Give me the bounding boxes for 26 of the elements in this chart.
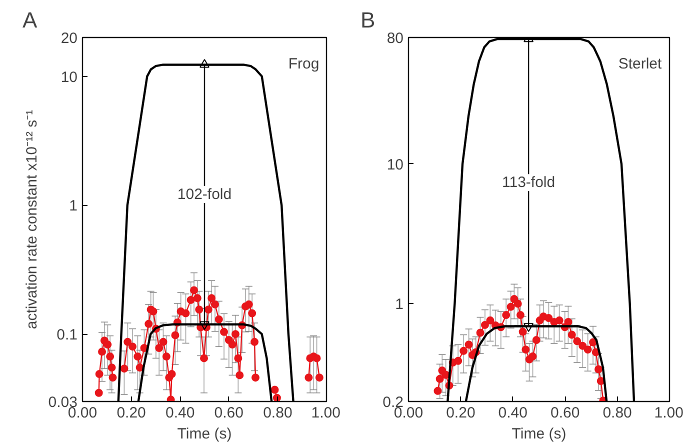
annotation: 102-fold bbox=[177, 186, 232, 204]
x-tick-label: 0.20 bbox=[446, 404, 476, 422]
x-tick-label: 0.80 bbox=[602, 404, 632, 422]
x-tick-label: 0.20 bbox=[116, 404, 146, 422]
y-tick-label: 10 bbox=[386, 156, 404, 174]
x-tick-label: 0.60 bbox=[214, 404, 244, 422]
y-tick-label: 0.1 bbox=[56, 326, 78, 344]
x-axis-title: Time (s) bbox=[512, 426, 566, 442]
annotation: Sterlet bbox=[618, 56, 663, 73]
x-tick-label: 1.00 bbox=[654, 404, 683, 422]
y-tick-label: 80 bbox=[386, 30, 404, 47]
chart-title: A bbox=[22, 8, 38, 32]
y-tick-label: 10 bbox=[60, 68, 78, 86]
y-axis-title: activation rate constant x10⁻¹² s⁻¹ bbox=[23, 110, 40, 330]
x-tick-label: 0.40 bbox=[166, 404, 195, 422]
y-tick-label: 20 bbox=[60, 30, 78, 47]
annotation: Frog bbox=[288, 56, 320, 73]
y-tick-label: 1 bbox=[395, 296, 404, 314]
annotation: 113-fold bbox=[502, 174, 556, 192]
x-tick-label: 1.00 bbox=[311, 404, 341, 422]
x-tick-label: 0.60 bbox=[550, 404, 580, 422]
y-tick-label: 1 bbox=[69, 198, 78, 215]
x-tick-label: 0.40 bbox=[498, 404, 528, 422]
x-tick-label: 0.80 bbox=[263, 404, 292, 422]
x-axis-title: Time (s) bbox=[177, 426, 232, 442]
chart-title: B bbox=[360, 8, 376, 32]
